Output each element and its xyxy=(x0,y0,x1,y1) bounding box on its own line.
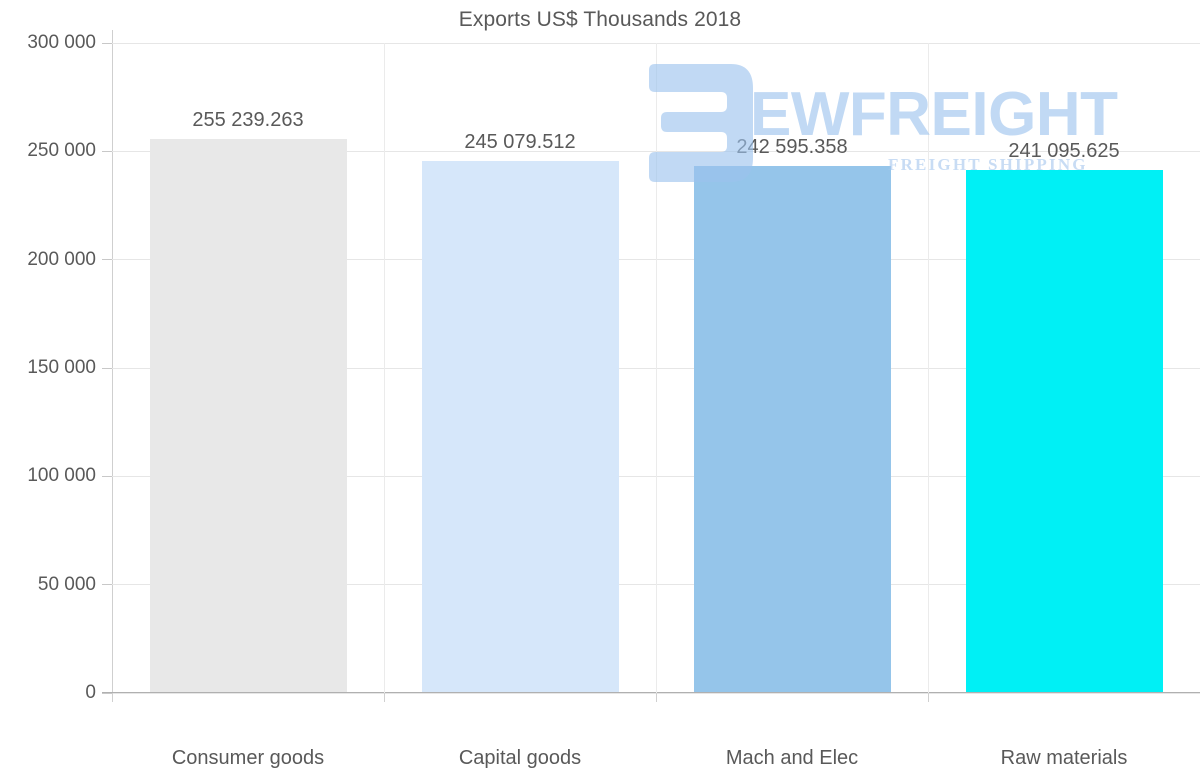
gridline-vertical xyxy=(384,43,385,693)
y-axis-tick-label: 250 000 xyxy=(27,140,96,162)
y-axis-tick-label: 100 000 xyxy=(27,465,96,487)
bar-value-label: 255 239.263 xyxy=(192,108,304,131)
gridline-vertical xyxy=(928,43,929,693)
y-axis-tick-label: 50 000 xyxy=(37,573,96,595)
y-axis-tick-mark xyxy=(102,259,112,261)
bar-value-label: 245 079.512 xyxy=(464,130,576,153)
x-axis-tick-mark xyxy=(928,693,929,702)
x-axis-tick-mark xyxy=(656,693,657,702)
y-axis-tick-mark xyxy=(102,584,112,586)
bar[interactable] xyxy=(965,169,1163,692)
y-axis-tick-label: 200 000 xyxy=(27,248,96,270)
bar-value-label: 241 095.625 xyxy=(1008,139,1120,162)
y-axis-tick-mark xyxy=(102,150,112,152)
chart-title: Exports US$ Thousands 2018 xyxy=(458,8,742,31)
y-axis-tick-label: 150 000 xyxy=(27,357,96,378)
x-axis-tick-mark xyxy=(112,693,113,702)
y-axis-tick-mark xyxy=(102,367,112,369)
bar[interactable] xyxy=(693,166,891,692)
y-axis-tick-mark xyxy=(102,42,112,44)
x-axis-tick-label: Raw materials xyxy=(1000,747,1128,769)
bar[interactable] xyxy=(149,138,347,692)
y-axis-tick-mark xyxy=(102,475,112,477)
bar-value-label: 242 595.358 xyxy=(736,136,848,159)
y-axis-tick-mark xyxy=(102,692,112,694)
x-axis-tick-mark xyxy=(384,693,385,702)
y-axis-tick-label: 300 000 xyxy=(27,32,96,53)
gridline-vertical xyxy=(656,43,657,693)
y-axis-spine xyxy=(112,30,113,693)
x-axis-tick-label: Consumer goods xyxy=(171,747,325,769)
x-axis-tick-label: Capital goods xyxy=(458,747,582,769)
y-axis-tick-label: 0 xyxy=(85,682,96,703)
plot-area: 0 50 000 100 000 150 000 200 000 250 000 300 0… xyxy=(27,30,1200,769)
x-axis-tick-label: Mach and Elec xyxy=(725,747,859,769)
bar[interactable] xyxy=(421,161,619,692)
